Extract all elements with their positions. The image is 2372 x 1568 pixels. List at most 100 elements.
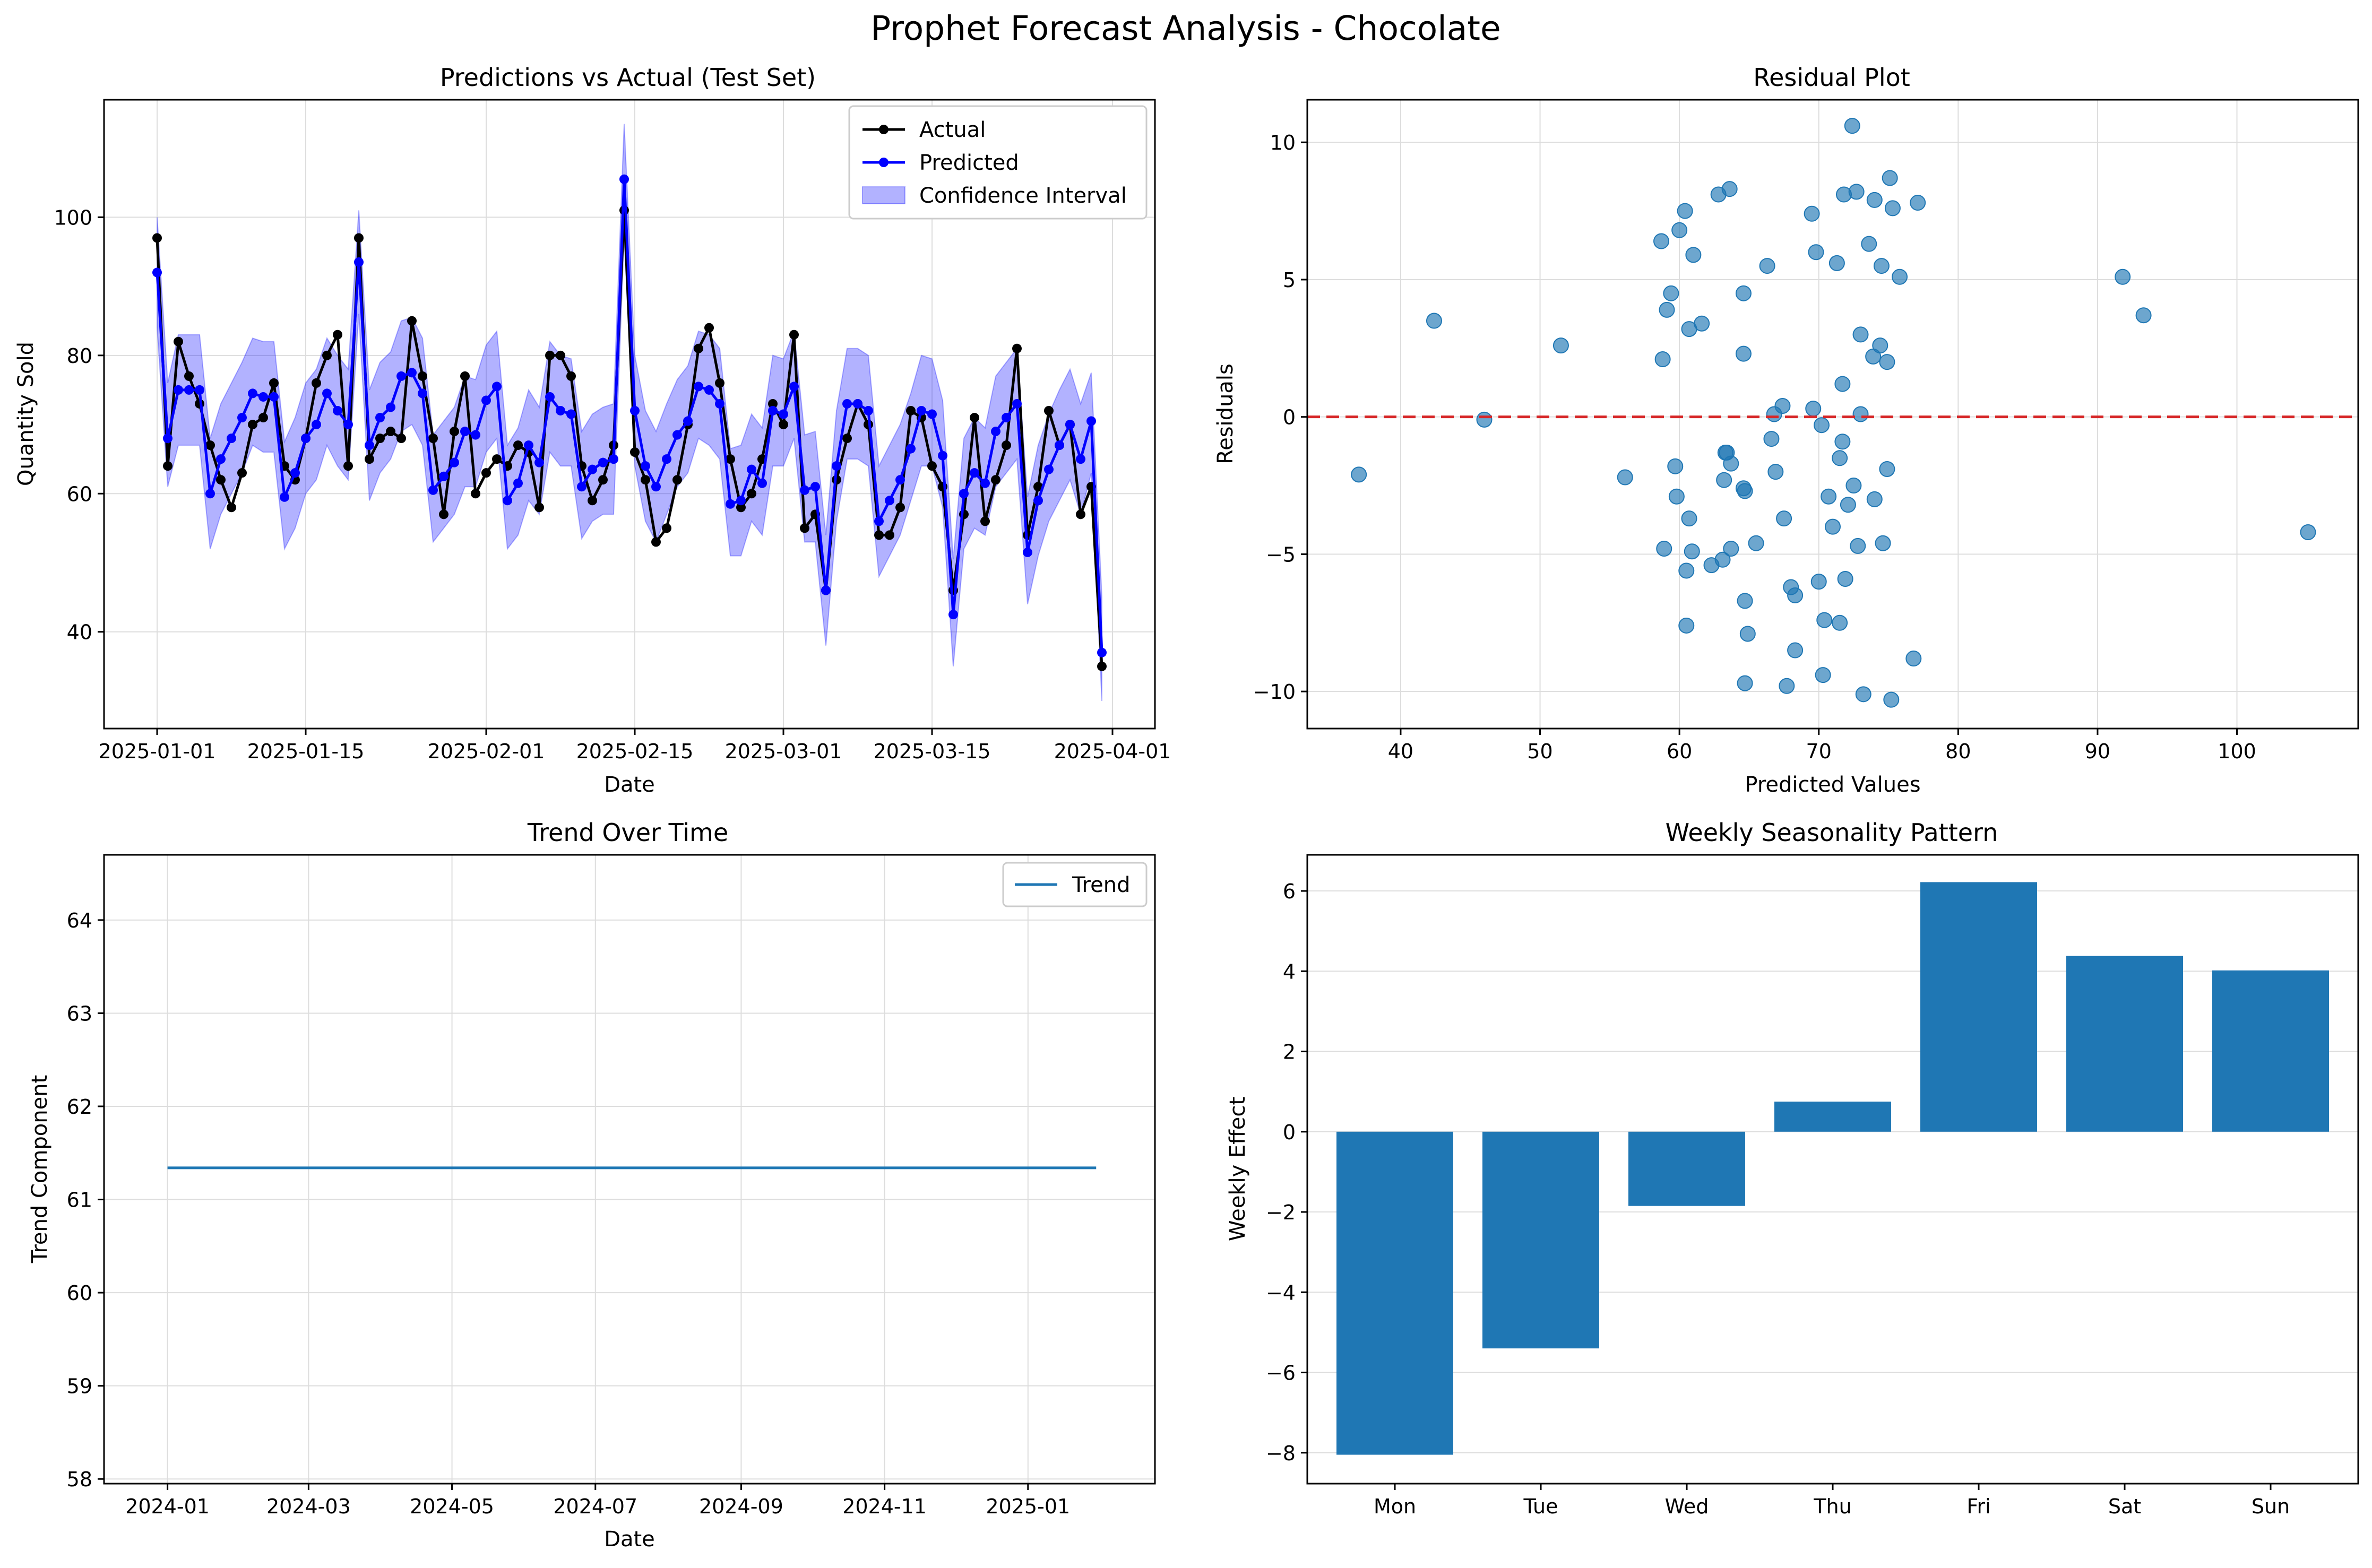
actual-point — [970, 413, 979, 423]
residual-point — [1684, 543, 1700, 560]
residual-frame — [1306, 99, 2359, 730]
predicted-point — [1044, 464, 1054, 474]
predicted-point — [779, 409, 788, 419]
pred-xtick-label: 2025-02-01 — [428, 740, 545, 763]
predicted-point — [556, 405, 565, 415]
residual-point — [1737, 593, 1753, 609]
figure-title: Prophet Forecast Analysis - Chocolate — [870, 9, 1501, 48]
weekly-xtick-label: Wed — [1665, 1495, 1709, 1518]
weekly-ytick-label: 6 — [1283, 880, 1296, 903]
trend-ytick-label: 61 — [67, 1189, 92, 1212]
predicted-point — [747, 464, 756, 474]
actual-point — [396, 434, 406, 444]
weekly-ytick-label: 0 — [1283, 1121, 1296, 1144]
predicted-point — [800, 485, 809, 495]
predicted-point — [269, 392, 279, 402]
residual-point — [1716, 472, 1732, 488]
residual-point — [1678, 617, 1695, 634]
residual-point — [1815, 667, 1831, 683]
predicted-point — [566, 409, 576, 419]
predicted-point — [386, 402, 395, 412]
predicted-point — [248, 388, 257, 399]
residual-point — [1828, 255, 1845, 271]
residual-point — [1774, 397, 1791, 414]
actual-point — [322, 350, 332, 360]
resid-xtick-label: 50 — [1527, 740, 1552, 763]
legend-box — [848, 105, 1148, 220]
residual-point — [1883, 691, 1900, 708]
predicted-point — [312, 420, 321, 430]
residual-panel: Residual Plot 40 50 60 70 80 90 100 −10 −5 0 5 10 P… — [1213, 63, 2359, 797]
pred-xtick-label: 2025-02-15 — [576, 740, 694, 763]
pred-ytick-label: 100 — [54, 206, 92, 229]
trend-xtick-label: 2024-09 — [699, 1495, 783, 1518]
predicted-point — [789, 382, 799, 392]
predicted-point — [524, 440, 533, 451]
weekly-bar — [1482, 1131, 1599, 1349]
residual-point — [1678, 562, 1695, 579]
residual-point — [1848, 184, 1865, 200]
predicted-point — [503, 496, 512, 506]
actual-point — [1033, 482, 1043, 492]
resid-xtick-label: 100 — [2218, 740, 2256, 763]
residual-point — [1617, 469, 1633, 486]
weekly-ytick-label: 4 — [1283, 960, 1296, 983]
actual-point — [492, 454, 502, 464]
predicted-point — [354, 257, 364, 267]
predicted-point — [492, 382, 502, 392]
residual-point — [1787, 642, 1804, 659]
actual-point — [184, 371, 194, 381]
predicted-point — [768, 405, 778, 415]
residual-point — [1723, 455, 1739, 472]
predictions-plot — [152, 124, 1107, 701]
actual-point — [672, 475, 682, 485]
predicted-point — [290, 468, 300, 478]
weekly-plot — [1336, 882, 2329, 1455]
actual-point — [927, 461, 937, 471]
residual-point — [1813, 417, 1830, 434]
resid-ytick-label: 10 — [1270, 131, 1296, 154]
trend-ticks: 2024-01 2024-03 2024-05 2024-07 2024-09 2024-… — [67, 909, 1071, 1518]
predicted-point — [991, 427, 1000, 437]
weekly-ticks: −8 −6 −4 −2 0 2 4 6 Mon Tue Wed Thu Fri Sat Sun — [1266, 880, 2290, 1518]
residual-point — [1677, 203, 1693, 219]
residual-point — [1892, 268, 1908, 285]
predicted-point — [1076, 454, 1085, 464]
predicted-point — [736, 496, 746, 506]
weekly-xtick-label: Fri — [1966, 1495, 1990, 1518]
actual-point — [471, 489, 480, 499]
residual-point — [2135, 307, 2152, 324]
residual-point — [1694, 315, 1710, 332]
weekly-bar — [1336, 1131, 1453, 1455]
pred-xtick-label: 2025-01-15 — [247, 740, 365, 763]
actual-point — [800, 523, 809, 533]
predicted-point — [471, 430, 480, 440]
predicted-point — [333, 405, 342, 415]
residual-point — [1837, 570, 1853, 587]
weekly-bar — [2066, 956, 2183, 1132]
predicted-point — [280, 492, 289, 502]
residual-point — [1910, 195, 1926, 211]
predicted-point — [694, 382, 703, 392]
actual-point — [174, 336, 183, 346]
actual-point — [460, 371, 470, 381]
predicted-point — [418, 388, 427, 399]
trend-xtick-label: 2024-07 — [553, 1495, 637, 1518]
residual-point — [1825, 518, 1841, 535]
predicted-point — [757, 478, 767, 488]
predicted-point — [407, 368, 417, 378]
actual-point — [715, 378, 724, 388]
weekly-ytick-label: −2 — [1266, 1201, 1296, 1224]
predicted-point — [1012, 399, 1022, 409]
residual-point — [2300, 524, 2316, 541]
actual-point — [1097, 661, 1107, 671]
pred-xtick-label: 2025-03-15 — [874, 740, 991, 763]
residual-point — [1714, 551, 1731, 568]
actual-point — [269, 378, 279, 388]
actual-point — [163, 461, 172, 471]
residual-ticks: 40 50 60 70 80 90 100 −10 −5 0 5 10 — [1253, 131, 2256, 763]
legend-predicted-label: Predicted — [919, 151, 1019, 175]
actual-point — [630, 447, 640, 457]
predicted-point — [895, 475, 905, 485]
trend-grid — [104, 855, 1155, 1484]
